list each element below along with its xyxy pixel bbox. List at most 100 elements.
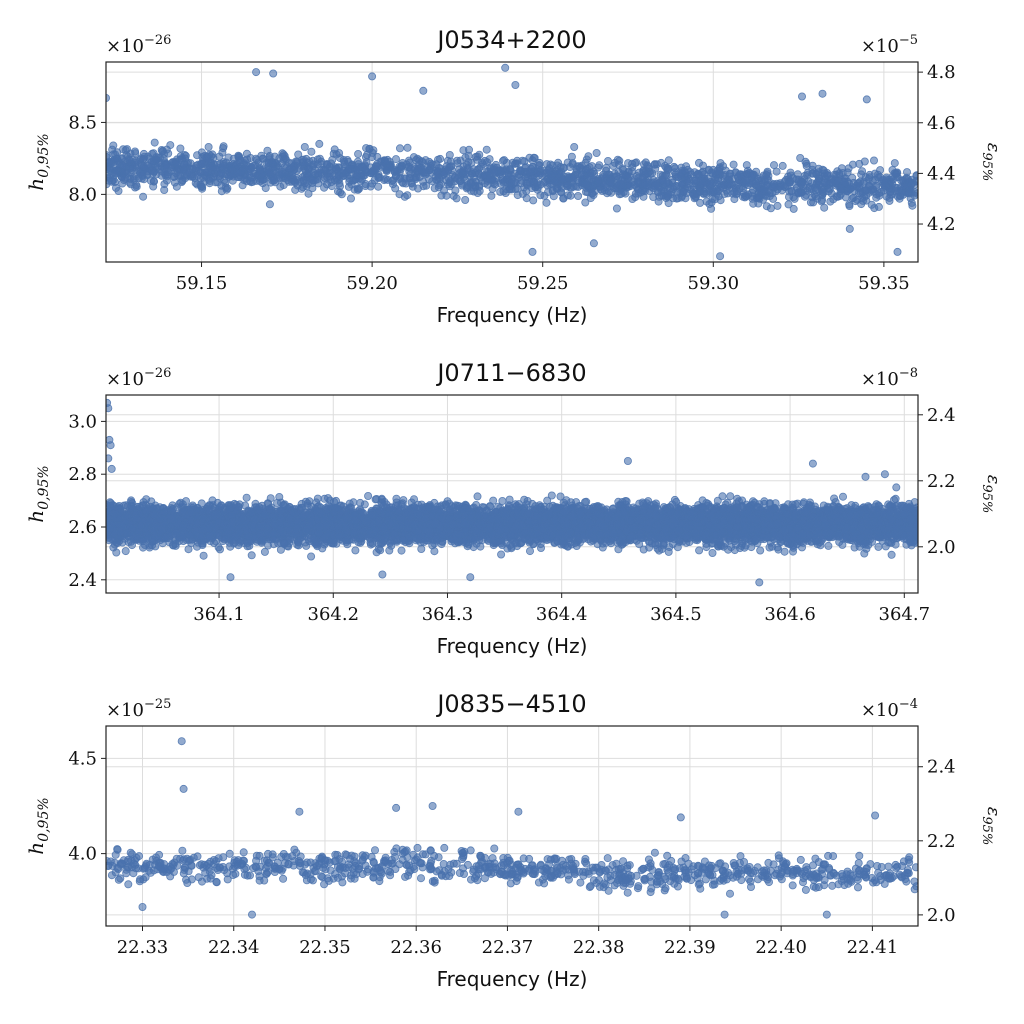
data-point [326, 169, 335, 178]
data-point [589, 239, 598, 248]
data-point [719, 183, 728, 192]
data-point [862, 191, 871, 200]
data-point [672, 194, 681, 203]
data-point [405, 162, 414, 171]
data-point [706, 179, 715, 188]
data-point [702, 197, 711, 206]
data-point [204, 142, 213, 151]
data-point [400, 174, 409, 183]
data-point [700, 187, 709, 196]
data-point [242, 493, 251, 502]
data-point [307, 175, 316, 184]
data-point [202, 154, 211, 163]
data-point [463, 163, 472, 172]
data-point [905, 187, 914, 196]
chart-panel-1: 59.15 59.20 59.25 59.30 59.358.08.54.24.44.6… [24, 26, 1004, 327]
data-point [674, 172, 683, 181]
data-point [544, 166, 553, 175]
data-point [119, 161, 128, 170]
data-point [114, 186, 123, 195]
data-point [843, 168, 852, 177]
data-point [383, 164, 392, 173]
data-point [769, 183, 778, 192]
data-point [283, 175, 292, 184]
data-point [215, 152, 224, 161]
data-point [443, 166, 452, 175]
data-point [300, 142, 309, 151]
data-point [773, 201, 782, 210]
data-point [172, 160, 181, 169]
data-point [599, 170, 608, 179]
data-point [261, 184, 270, 193]
data-point [631, 193, 640, 202]
data-point [746, 169, 755, 178]
data-point [113, 148, 122, 157]
data-point [628, 159, 637, 168]
data-point [213, 178, 222, 187]
data-point [276, 182, 285, 191]
data-point [566, 191, 575, 200]
y-right-axis-label-main: ε [983, 143, 1004, 153]
data-point [245, 171, 254, 180]
y-multiplier-left-base: ×10 [106, 36, 144, 57]
data-point [370, 167, 379, 176]
data-point [716, 252, 725, 261]
data-point [534, 171, 543, 180]
data-point [368, 72, 377, 81]
data-point [871, 169, 880, 178]
data-point [672, 181, 681, 190]
data-point [845, 201, 854, 210]
data-point [855, 159, 864, 168]
data-point [307, 552, 316, 561]
data-point [304, 189, 313, 198]
data-point [121, 146, 130, 155]
data-point [695, 158, 704, 167]
data-point [269, 173, 278, 182]
data-point [650, 160, 659, 169]
data-point [508, 174, 517, 183]
x-tick-label: 59.35 [858, 273, 910, 294]
data-point [807, 185, 816, 194]
data-point [302, 182, 311, 191]
data-point [263, 146, 272, 155]
data-point [453, 174, 462, 183]
data-point [786, 168, 795, 177]
data-point [615, 180, 624, 189]
data-point [653, 187, 662, 196]
data-point [818, 89, 827, 98]
data-point [388, 180, 397, 189]
data-point [232, 159, 241, 168]
data-point [149, 177, 158, 186]
chart-title: J0534+2200 [435, 26, 586, 54]
data-point [151, 155, 160, 164]
data-point [487, 191, 496, 200]
data-point [820, 178, 829, 187]
y-axis-label-sub: 0,95% [36, 133, 52, 177]
data-point [411, 175, 420, 184]
y-right-axis-label: ε95% [979, 143, 1004, 182]
x-axis-label: Frequency (Hz) [437, 303, 588, 327]
data-point [766, 204, 775, 213]
data-point [334, 171, 343, 180]
data-point [238, 167, 247, 176]
data-point [350, 185, 359, 194]
data-point [526, 168, 535, 177]
data-point [219, 161, 228, 170]
data-point [269, 69, 278, 78]
data-point [485, 174, 494, 183]
data-point [464, 151, 473, 160]
data-point [162, 161, 171, 170]
y-right-tick-label: 4.8 [927, 62, 956, 83]
data-point [714, 176, 723, 185]
data-point [197, 159, 206, 168]
data-point [595, 161, 604, 170]
data-point [799, 182, 808, 191]
data-point [559, 174, 568, 183]
data-point [138, 170, 147, 179]
data-point [299, 155, 308, 164]
data-point [461, 195, 470, 204]
data-point [626, 182, 635, 191]
data-point [870, 156, 879, 165]
data-point [817, 197, 826, 206]
data-point [729, 160, 738, 169]
